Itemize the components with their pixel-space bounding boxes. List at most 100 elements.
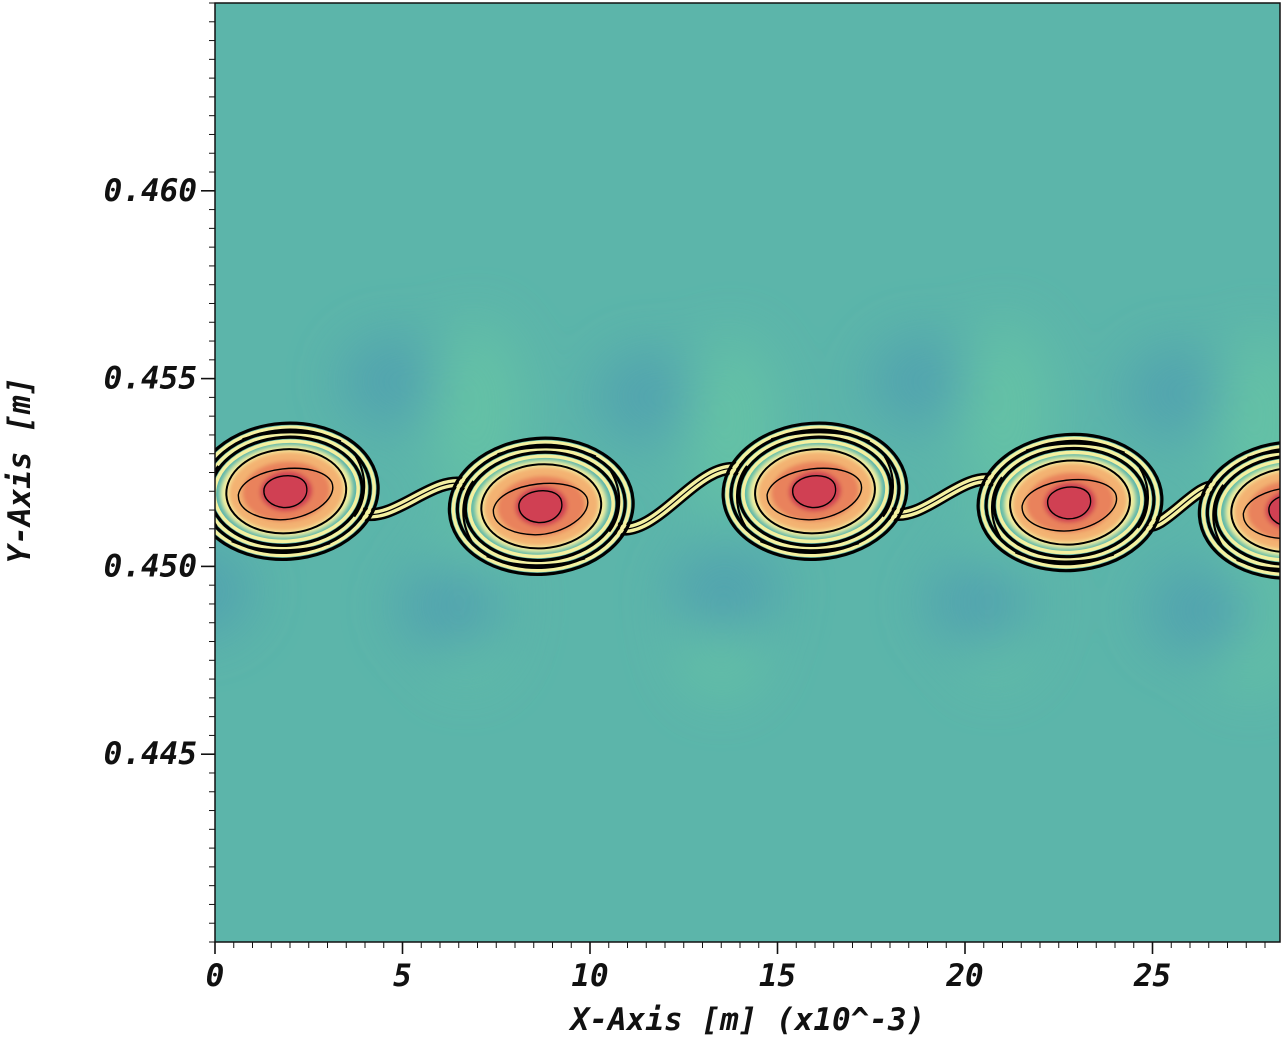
x-axis-label: X-Axis [m] (x10^-3): [568, 1002, 926, 1038]
vortex-contour: [984, 439, 1156, 566]
vortex-contour: [1230, 466, 1280, 554]
vortex-band: [1209, 451, 1280, 569]
vortex-contour: [492, 482, 589, 536]
vortex-contour: [792, 475, 837, 509]
vortex: [215, 421, 380, 562]
vortex-contour: [462, 480, 475, 542]
vortex-contour: [447, 436, 635, 577]
vortex-contour: [480, 463, 603, 550]
vortex-contour: [992, 446, 1148, 559]
vortex-band: [725, 425, 905, 558]
x-tick-label: 25: [1133, 958, 1171, 994]
vortex-contour: [231, 540, 331, 552]
vortex-contour: [770, 431, 871, 443]
vortex-contour: [721, 421, 909, 562]
vortex-contour: [1047, 486, 1092, 520]
shade-blue: [1125, 347, 1235, 438]
vortex-contour: [754, 448, 876, 535]
vortex-band: [1201, 444, 1280, 576]
shade-blue: [396, 561, 507, 652]
vortex-band: [733, 432, 897, 551]
x-axis: 0 5 10 15 20 25: [206, 942, 1266, 994]
vortex-band: [459, 447, 623, 566]
vortex-contour: [215, 421, 380, 562]
vortex-band: [1217, 458, 1280, 562]
vortex-contour: [486, 555, 586, 567]
vortex-band: [215, 432, 368, 551]
vortex-contour: [215, 428, 372, 555]
vortex-contour: [976, 432, 1164, 573]
shade-blue: [870, 336, 980, 427]
vortex-contour: [759, 540, 860, 552]
vortex-contour: [263, 475, 308, 509]
vortex-contour: [1212, 484, 1225, 546]
core-center: [260, 471, 313, 512]
x-tick-label: 0: [206, 958, 225, 994]
core-inner: [1247, 479, 1280, 541]
shade-blue: [596, 351, 707, 442]
vortex-band: [741, 439, 889, 544]
y-axis-label: Y-Axis [m]: [2, 377, 38, 564]
x-tick-label: 15: [759, 958, 796, 994]
shade-blue: [215, 548, 252, 634]
band-outline: [106, 468, 211, 514]
vortex: [976, 432, 1164, 573]
shade-blue: [670, 546, 780, 637]
x-tick-label: 5: [393, 958, 412, 994]
vortex-contour: [455, 443, 627, 570]
vortex-band: [467, 454, 615, 559]
band-fill: [106, 468, 211, 514]
vortex-contour: [237, 467, 334, 521]
vortex-contour: [215, 435, 364, 548]
x-tick-label: 10: [571, 958, 608, 994]
vortex-contour: [463, 450, 619, 563]
shade-blue: [341, 336, 452, 427]
shade-blue: [925, 557, 1035, 648]
core-center: [515, 486, 568, 527]
field: [106, 3, 1280, 942]
vortex-contour: [736, 465, 748, 527]
shade-blue: [1146, 565, 1257, 656]
vortex-contour: [353, 455, 366, 518]
vortex-contour: [1268, 493, 1280, 528]
vortex-band: [988, 443, 1152, 562]
y-tick-label: 0.445: [104, 736, 197, 772]
vortex-contour: [225, 448, 348, 535]
vortex-contour: [766, 467, 863, 521]
y-tick-label: 0.450: [104, 548, 197, 584]
band-contour: [106, 468, 211, 514]
vortex-contour: [497, 446, 597, 458]
vortex-band: [215, 425, 376, 558]
vortex-contour: [737, 435, 893, 548]
vortex-contour: [1014, 551, 1115, 563]
vortex-contour: [608, 470, 621, 533]
vortex: [447, 436, 635, 577]
vortex-band: [996, 450, 1144, 555]
vortex-band: [451, 440, 631, 573]
core-center: [1044, 482, 1096, 523]
vortex-contour: [1025, 442, 1126, 454]
vortex-contour: [1205, 447, 1280, 573]
vortex-contour: [1213, 454, 1280, 566]
y-axis: 0.445 0.450 0.455 0.460: [104, 2, 215, 943]
vortex-contour: [242, 431, 342, 443]
vortex-contour: [1137, 467, 1149, 529]
core-center: [789, 471, 841, 512]
vortex-contour: [1247, 450, 1280, 462]
plot-area: [106, 2, 1281, 943]
vortex: [1197, 440, 1280, 580]
vortex-contour: [1197, 440, 1280, 580]
vortex-contour: [1021, 478, 1118, 532]
y-tick-label: 0.455: [104, 361, 197, 397]
band-contour: [616, 467, 741, 530]
vortex: [721, 421, 909, 562]
x-tick-label: 20: [945, 958, 983, 994]
vortex-band: [980, 436, 1160, 569]
vortex-contour: [991, 476, 1003, 539]
vortex-contour: [729, 428, 901, 555]
vortex-band: [215, 439, 360, 544]
y-tick-label: 0.460: [104, 173, 197, 209]
vortex-contour: [1242, 486, 1280, 540]
